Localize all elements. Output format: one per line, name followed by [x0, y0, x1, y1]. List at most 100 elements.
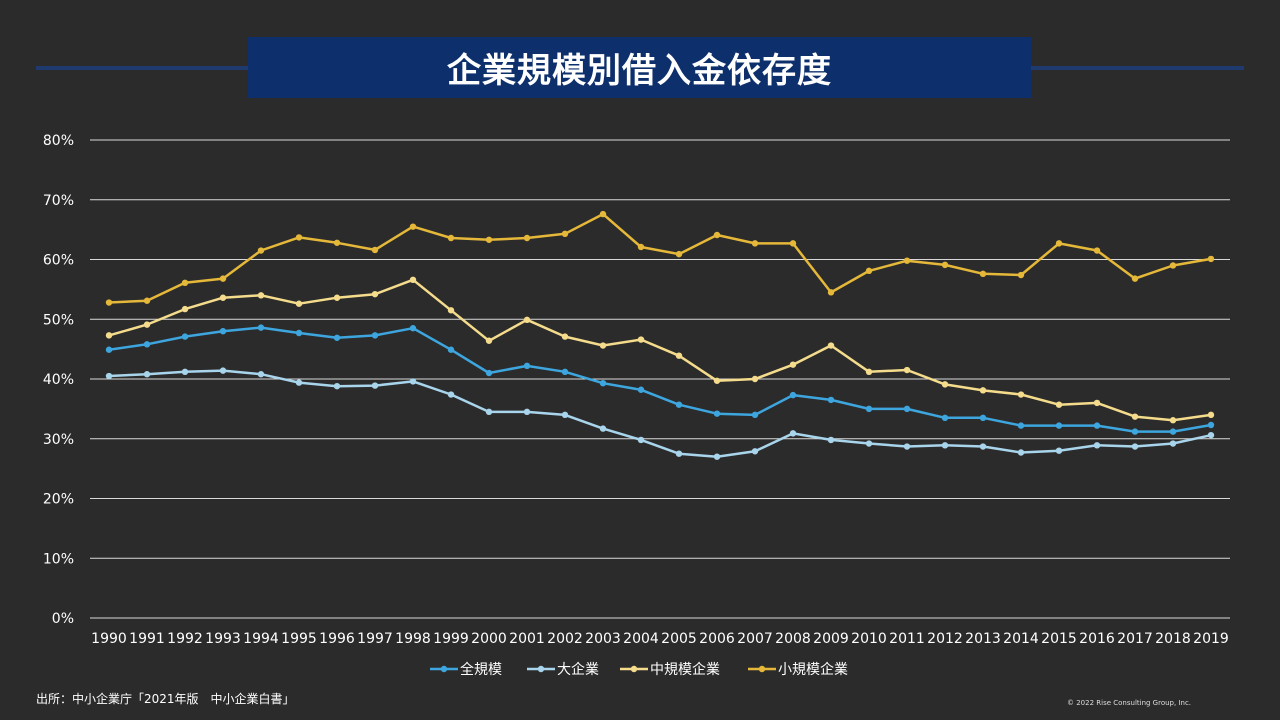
- slide-title: 企業規模別借入金依存度: [447, 51, 832, 91]
- data-point: [257, 292, 265, 299]
- data-point: [561, 333, 569, 340]
- series-1: [105, 367, 1215, 460]
- data-point: [1207, 421, 1215, 429]
- data-point: [637, 436, 645, 444]
- legend-label: 全規模: [460, 661, 502, 678]
- data-point: [903, 257, 911, 264]
- series-line: [108, 212, 1212, 304]
- data-point: [333, 382, 341, 390]
- data-point: [1093, 247, 1101, 254]
- data-point: [599, 425, 607, 432]
- data-point: [1169, 440, 1177, 447]
- x-tick-label: 1995: [281, 631, 317, 647]
- series-line: [108, 369, 1212, 458]
- data-point: [941, 414, 949, 422]
- data-point: [105, 346, 113, 353]
- y-tick-label: 60%: [43, 253, 74, 269]
- legend-marker: [440, 665, 448, 673]
- data-point: [295, 234, 303, 241]
- x-tick-label: 2002: [547, 631, 583, 647]
- series-line: [108, 278, 1212, 422]
- data-point: [903, 405, 911, 413]
- x-tick-label: 2010: [851, 631, 887, 647]
- x-tick-label: 2003: [585, 631, 621, 647]
- data-point: [1055, 422, 1063, 429]
- data-point: [523, 234, 531, 242]
- data-point: [105, 299, 113, 306]
- series-3: [105, 210, 1215, 306]
- data-point: [333, 294, 341, 301]
- data-point: [789, 430, 797, 437]
- x-tick-label: 1997: [357, 631, 393, 647]
- data-point: [1093, 399, 1101, 407]
- data-point: [447, 307, 455, 314]
- legend-label: 小規模企業: [778, 661, 848, 678]
- series-line: [108, 326, 1212, 433]
- x-tick-label: 1998: [395, 631, 431, 647]
- data-point: [257, 324, 265, 331]
- data-point: [713, 231, 721, 239]
- data-point: [295, 379, 303, 386]
- data-point: [485, 337, 493, 344]
- data-point: [1017, 271, 1025, 279]
- x-tick-label: 2012: [927, 631, 963, 647]
- data-point: [1093, 422, 1101, 429]
- data-point: [219, 367, 227, 374]
- data-point: [485, 236, 493, 243]
- x-tick-label: 1992: [167, 631, 203, 647]
- data-point: [523, 316, 531, 324]
- data-point: [1169, 262, 1177, 269]
- data-point: [143, 341, 151, 348]
- data-point: [409, 223, 417, 230]
- x-tick-label: 2000: [471, 631, 507, 647]
- legend-item-1: 大企業: [527, 661, 599, 678]
- legend-marker: [630, 665, 638, 673]
- legend-item-2: 中規模企業: [620, 661, 720, 678]
- data-point: [599, 210, 607, 218]
- data-point: [751, 448, 759, 455]
- data-point: [789, 240, 797, 247]
- data-point: [599, 342, 607, 349]
- legend-label: 中規模企業: [650, 661, 720, 678]
- data-point: [979, 387, 987, 394]
- data-point: [371, 382, 379, 389]
- data-point: [1207, 255, 1215, 263]
- data-point: [751, 240, 759, 247]
- legend: 全規模 大企業 中規模企業 小規模企業: [430, 661, 848, 678]
- y-tick-label: 30%: [43, 432, 74, 448]
- data-point: [105, 372, 113, 380]
- data-point: [827, 289, 835, 296]
- data-point: [865, 267, 873, 275]
- source-note: 出所：中小企業庁「2021年版 中小企業白書」: [36, 692, 295, 706]
- data-point: [979, 443, 987, 450]
- data-point: [219, 294, 227, 301]
- data-point: [181, 279, 189, 287]
- data-point: [1169, 428, 1177, 435]
- data-point: [447, 346, 455, 353]
- data-point: [675, 352, 683, 359]
- data-point: [675, 250, 683, 258]
- data-point: [1017, 422, 1025, 429]
- x-tick-label: 2019: [1193, 631, 1229, 647]
- data-point: [713, 453, 721, 460]
- x-tick-label: 2005: [661, 631, 697, 647]
- data-point: [143, 297, 151, 304]
- data-point: [333, 239, 341, 246]
- data-point: [143, 371, 151, 378]
- data-point: [485, 369, 493, 377]
- data-point: [1017, 449, 1025, 456]
- data-point: [143, 321, 151, 328]
- data-point: [257, 371, 265, 378]
- x-tick-label: 2007: [737, 631, 773, 647]
- data-point: [447, 391, 455, 398]
- x-tick-label: 2009: [813, 631, 849, 647]
- y-tick-label: 20%: [43, 492, 74, 508]
- x-tick-label: 2015: [1041, 631, 1077, 647]
- data-point: [371, 332, 379, 339]
- data-point: [105, 332, 113, 339]
- x-tick-label: 2013: [965, 631, 1001, 647]
- y-tick-label: 10%: [43, 551, 74, 567]
- data-point: [1131, 428, 1139, 435]
- data-point: [409, 378, 417, 385]
